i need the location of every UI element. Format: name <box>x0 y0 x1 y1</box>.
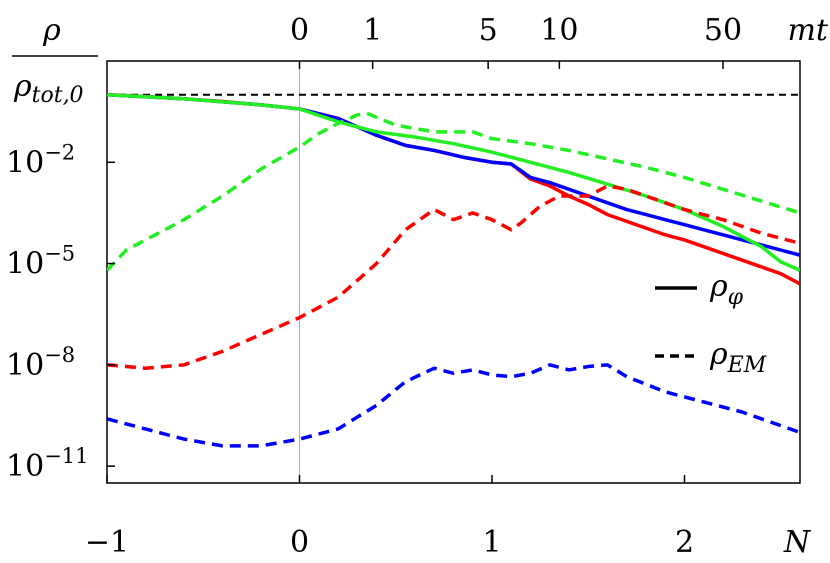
reference-lines <box>107 61 800 483</box>
top-tick-label: 10 <box>540 13 578 48</box>
plot-frame <box>106 60 801 484</box>
y-axis-label-denominator: ρtot,0 <box>13 69 84 108</box>
y-axis-label-numerator: ρ <box>42 13 61 48</box>
series-group <box>107 93 800 448</box>
top-tick-label: 0 <box>290 13 309 48</box>
legend-label: ρEM <box>709 337 767 378</box>
y-axis-label: ρ ρtot,0 <box>12 13 98 108</box>
top-tick-label: 1 <box>363 13 382 48</box>
x-axis-label: N <box>783 525 812 558</box>
series-line-2-solid <box>107 93 800 272</box>
series-line-1-solid <box>107 93 800 257</box>
series-line-5-dashed <box>107 111 800 272</box>
top-axis-label: mt <box>787 13 828 48</box>
top-tick-label: 50 <box>704 13 742 48</box>
x-tick-label: −1 <box>85 525 129 558</box>
series-line-4-dashed <box>107 363 800 448</box>
series-line-0-solid <box>107 93 800 286</box>
top-tick-label: 5 <box>479 13 498 48</box>
x-tick-label: 2 <box>675 525 694 558</box>
legend-label: ρφ <box>709 269 744 310</box>
y-tick-label: 10−5 <box>6 242 75 282</box>
axis-ticks <box>106 61 724 483</box>
y-tick-label: 10−8 <box>6 343 75 383</box>
y-axis-label-denominator-sub: tot,0 <box>32 83 84 108</box>
x-tick-label: 0 <box>290 525 309 558</box>
y-axis-label-denominator-base: ρ <box>13 69 32 104</box>
y-tick-label: 10−2 <box>6 140 75 180</box>
y-tick-label: 10−11 <box>6 444 89 484</box>
series-line-3-dashed <box>107 184 800 370</box>
x-tick-label: 1 <box>482 525 501 558</box>
legend: ρφ ρEM <box>655 269 767 378</box>
tick-labels: −1 0 1 2 0 1 5 10 50 10−2 10−5 10−8 10−11 <box>6 13 742 560</box>
